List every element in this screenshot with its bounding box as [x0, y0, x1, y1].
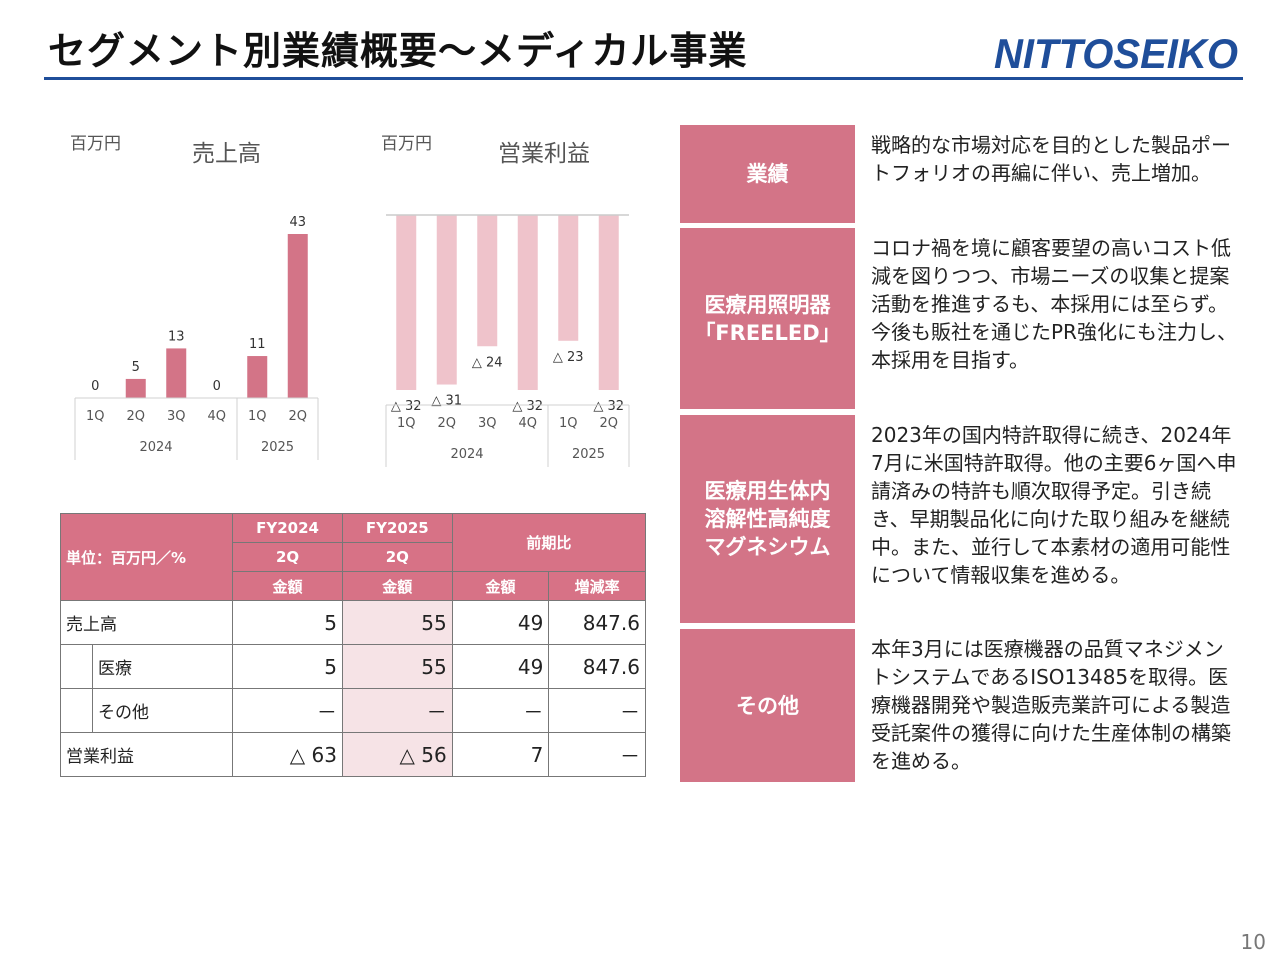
data-label-0: △ 32 [391, 399, 422, 414]
bar-4 [247, 356, 268, 398]
row-label: 医療 [98, 659, 132, 679]
tick-label-4: 1Q [559, 416, 578, 431]
data-label-1: 5 [132, 360, 140, 375]
sales-chart-unit: 百万円 [70, 134, 121, 154]
profit-chart-unit: 百万円 [381, 134, 432, 154]
section-label-other: その他 [680, 629, 855, 782]
section-text-magnesium: 2023年の国内特許取得に続き、2024年7月に米国特許取得。他の主要6ヶ国へ申… [871, 423, 1237, 587]
cell-diff: － [451, 688, 550, 733]
group-label-0: 2024 [450, 447, 483, 462]
cell-fy2024: △ 63 [232, 732, 343, 777]
data-label-4: △ 23 [553, 350, 584, 365]
cell-fy2024: 5 [232, 644, 343, 689]
section-label-line: 業績 [746, 162, 789, 186]
cell-rate: － [548, 688, 646, 733]
data-label-3: △ 32 [512, 399, 543, 414]
sales-chart-title: 売上高 [192, 141, 261, 167]
cell-fy2024: 5 [232, 600, 343, 645]
table-row: 医療 5 55 49 847.6 [59, 644, 646, 689]
bar-3 [517, 215, 538, 390]
bar-1 [436, 215, 457, 385]
cell-rate: 847.6 [548, 600, 646, 645]
data-label-2: 13 [168, 329, 185, 344]
section-label-line: 溶解性高純度 [704, 507, 831, 531]
cell-rate: 847.6 [548, 644, 646, 689]
sub-amount-diff: 金額 [451, 571, 550, 601]
col-fy2025-line2: 2Q [341, 542, 453, 572]
bar-1 [125, 378, 146, 398]
row-label: 売上高 [59, 600, 234, 645]
data-label-3: 0 [213, 379, 221, 394]
data-label-4: 11 [249, 337, 266, 352]
tick-label-1: 2Q [437, 416, 456, 431]
section-text-other: 本年3月には医療機器の品質マネジメントシステムであるISO13485を取得。医療… [871, 637, 1231, 773]
cell-fy2025: 55 [341, 600, 453, 645]
bar-4 [558, 215, 579, 341]
sub-amount-2025: 金額 [341, 571, 453, 601]
unit-header: 単位：百万円／% [59, 513, 234, 601]
data-label-0: 0 [91, 379, 99, 394]
col-fy2024-line1: FY2024 [232, 513, 343, 543]
sub-rate: 増減率 [548, 571, 646, 601]
profit-chart-title: 営業利益 [498, 141, 590, 167]
cell-fy2025: 55 [341, 644, 453, 689]
data-label-1: △ 31 [431, 394, 462, 409]
group-label-1: 2025 [261, 440, 294, 455]
section-label-line: 医療用生体内 [704, 479, 831, 503]
table-row: 売上高 5 55 49 847.6 [59, 600, 646, 645]
table-row: その他 － － － － [59, 688, 646, 733]
tick-label-5: 2Q [288, 409, 307, 424]
table-row: 営業利益 △ 63 △ 56 7 － [59, 732, 646, 777]
group-label-0: 2024 [139, 440, 172, 455]
bar-2 [166, 348, 187, 398]
tick-label-0: 1Q [86, 409, 105, 424]
row-label: 営業利益 [59, 732, 234, 777]
section-label-freeled: 医療用照明器 「FREELED」 [680, 228, 855, 409]
col-fy2025-line1: FY2025 [341, 513, 453, 543]
cell-fy2025: △ 56 [341, 732, 453, 777]
sales-chart: 0 5 13 0 11 43 1Q 2Q 3Q 4Q 1Q 2Q 2024 2025 [74, 215, 319, 460]
data-label-2: △ 24 [472, 355, 503, 370]
section-label-magnesium: 医療用生体内 溶解性高純度 マグネシウム [680, 415, 855, 623]
profit-chart: △ 32 △ 31 △ 24 △ 32 △ 23 △ 32 1Q 2Q 3Q 4Q 1Q 2Q 2024… [385, 214, 630, 467]
tick-label-1: 2Q [126, 409, 145, 424]
group-label-1: 2025 [572, 447, 605, 462]
financial-table: 単位：百万円／% FY2024 FY2025 前期比 2Q 2Q 金額 金額 金… [59, 513, 647, 777]
section-label-line: 医療用照明器 [704, 292, 831, 317]
section-text-performance: 戦略的な市場対応を目的とした製品ポートフォリオの再編に伴い、売上増加。 [871, 133, 1231, 185]
tick-label-2: 3Q [167, 409, 186, 424]
sub-amount-2024: 金額 [232, 571, 343, 601]
cell-diff: 49 [451, 644, 550, 689]
cell-rate: － [548, 732, 646, 777]
tick-label-3: 4Q [518, 416, 537, 431]
tick-label-0: 1Q [397, 416, 416, 431]
section-text-freeled: コロナ禍を境に顧客要望の高いコスト低減を図りつつ、市場ニーズの収集と提案活動を推… [871, 236, 1237, 372]
header-rule [44, 77, 1243, 80]
cell-fy2025: － [341, 688, 453, 733]
page-number: 10 [1240, 930, 1266, 954]
section-label-performance: 業績 [680, 125, 855, 223]
section-label-line: 「FREELED」 [694, 320, 841, 345]
tick-label-3: 4Q [207, 409, 226, 424]
col-yoy: 前期比 [451, 513, 647, 572]
tick-label-2: 3Q [478, 416, 497, 431]
bar-5 [287, 234, 308, 398]
col-fy2024-line2: 2Q [232, 542, 343, 572]
tick-label-4: 1Q [248, 409, 267, 424]
row-label: その他 [98, 703, 149, 723]
bar-0 [396, 215, 417, 390]
page-title: セグメント別業績概要～メディカル事業 [48, 29, 748, 73]
bar-5 [598, 215, 619, 390]
company-logo: NITTOSEIKO [994, 30, 1238, 77]
tick-label-5: 2Q [599, 416, 618, 431]
bar-2 [477, 215, 498, 347]
section-label-line: その他 [736, 693, 799, 718]
cell-diff: 49 [451, 600, 550, 645]
data-label-5: △ 32 [593, 399, 624, 414]
data-label-5: 43 [289, 215, 306, 230]
cell-fy2024: － [232, 688, 343, 733]
logo-text: NITTOSEIKO [994, 30, 1238, 77]
cell-diff: 7 [451, 732, 550, 777]
section-label-line: マグネシウム [704, 535, 831, 559]
